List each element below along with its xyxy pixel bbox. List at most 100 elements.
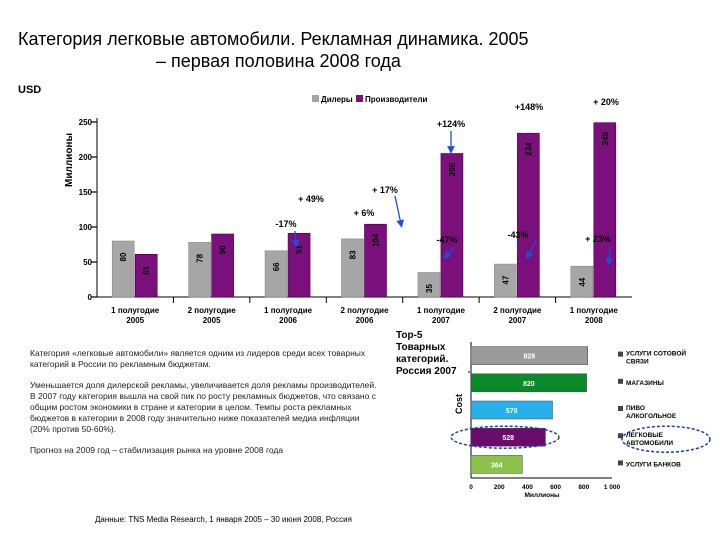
bar-dealers xyxy=(417,272,441,298)
bar-dealers xyxy=(188,242,211,298)
top5-value-label: 828 xyxy=(524,354,536,361)
x-tick-label: 1 полугодие xyxy=(570,306,619,315)
top5-value-label: 364 xyxy=(491,462,503,469)
x-tick-label: 2 полугодие xyxy=(493,306,542,315)
bar-dealers xyxy=(111,240,135,298)
annotation-arrow xyxy=(526,240,537,260)
x-tick-label: 2 полугодие xyxy=(340,306,389,315)
growth-annotation: -17% xyxy=(275,219,296,229)
x-tick-label-year: 2006 xyxy=(279,316,297,325)
bar-value-label: 104 xyxy=(372,233,381,247)
top5-x-axis-label: Миллионы xyxy=(524,492,560,499)
title-line-2: – первая половина 2008 года xyxy=(156,51,401,71)
top5-x-tick-label: 400 xyxy=(522,484,533,491)
x-tick-label: 2 полугодие xyxy=(188,306,237,315)
growth-annotation: + 20% xyxy=(593,97,619,107)
x-tick-label-year: 2005 xyxy=(126,316,144,325)
x-tick-label-year: 2008 xyxy=(585,316,603,325)
bar-value-label: 249 xyxy=(601,131,610,145)
top5-value-label: 528 xyxy=(502,435,514,442)
top5-category-label: УСЛУГИ БАНКОВ xyxy=(626,461,681,468)
y-tick-label: 250 xyxy=(79,118,93,127)
source-note: Данные: TNS Media Research, 1 января 200… xyxy=(95,515,352,524)
annotation-arrow xyxy=(605,245,614,266)
bar-dealers xyxy=(570,265,594,298)
page-title: Категория легковые автомобили. Рекламная… xyxy=(18,28,578,72)
y-tick-label: 150 xyxy=(79,188,93,197)
bar-value-label: 90 xyxy=(219,245,228,254)
top5-category-label: МАГАЗИНЫ xyxy=(626,380,664,387)
top5-bar xyxy=(470,373,587,393)
bar-value-label: 44 xyxy=(578,277,587,286)
bar-manufacturers xyxy=(593,122,617,298)
bar-value-label: 35 xyxy=(425,284,434,293)
x-tick-label-year: 2007 xyxy=(508,316,526,325)
growth-annotation: + 6% xyxy=(354,208,375,218)
top5-legend-marker xyxy=(618,433,623,439)
top5-bar xyxy=(470,346,588,365)
bar-value-label: 205 xyxy=(448,162,457,176)
y-tick-label: 0 xyxy=(88,293,93,302)
y-tick-label: 100 xyxy=(79,223,93,232)
growth-annotation: + 23% xyxy=(585,234,611,244)
bar-value-label: 61 xyxy=(142,265,151,274)
bar-manufacturers xyxy=(134,254,158,298)
bar-value-label: 66 xyxy=(272,262,281,271)
top5-bar xyxy=(470,455,523,474)
bar-dealers xyxy=(264,250,288,298)
x-tick-label-year: 2007 xyxy=(432,316,450,325)
top5-legend-marker xyxy=(618,351,623,357)
x-tick-label-year: 2005 xyxy=(203,316,221,325)
annotation-arrow xyxy=(291,230,300,248)
growth-annotation: + 49% xyxy=(298,194,324,204)
title-line-1: Категория легковые автомобили. Рекламная… xyxy=(18,29,529,49)
x-tick-label-year: 2006 xyxy=(356,316,374,325)
bar-value-label: 83 xyxy=(349,250,358,259)
y-axis-label: Миллионы xyxy=(64,133,75,187)
annotation-arrow xyxy=(394,195,404,228)
bar-value-label: 234 xyxy=(524,142,533,156)
growth-annotation: +148% xyxy=(515,102,543,112)
bar-value-label: 80 xyxy=(119,252,128,261)
description-paragraph-1: Категория «легковые автомобили» является… xyxy=(30,348,366,369)
bar-dealers xyxy=(494,263,517,298)
top5-x-tick-label: 800 xyxy=(578,484,589,491)
top5-category-label-2: СВЯЗИ xyxy=(626,359,649,366)
top5-value-label: 820 xyxy=(523,381,535,388)
top5-category-label: ПИВО xyxy=(626,405,645,412)
legend-label-manufacturers: Производители xyxy=(365,95,427,104)
x-tick-label: 1 полугодие xyxy=(264,306,313,315)
top5-y-axis-label: Cost xyxy=(454,394,464,414)
x-tick-label: 1 полугодие xyxy=(417,306,466,315)
top5-category-label-2: АВТОМОБИЛИ xyxy=(626,440,673,447)
bar-value-label: 78 xyxy=(196,253,205,262)
bar-manufacturers xyxy=(287,233,311,298)
top5-x-tick-label: 1 000 xyxy=(604,484,621,491)
bar-manufacturers xyxy=(517,132,540,298)
top5-x-tick-label: 600 xyxy=(550,484,561,491)
top5-title: Top-5 Товарных категорий. Россия 2007 xyxy=(396,330,457,377)
growth-annotation: +124% xyxy=(437,119,465,129)
top5-bar xyxy=(470,427,546,447)
description-paragraph-2: Уменьшается доля дилерской рекламы, увел… xyxy=(30,380,377,434)
top5-category-label: УСЛУГИ СОТОВОЙ xyxy=(626,349,686,358)
growth-annotation: -47% xyxy=(436,235,457,245)
legend-swatch-manufacturers xyxy=(356,95,363,102)
currency-label: USD xyxy=(18,84,42,96)
annotation-arrow xyxy=(443,246,456,259)
legend-swatch-dealers xyxy=(312,95,319,102)
bar-dealers xyxy=(341,238,364,298)
top5-category-label: ЛЕГКОВЫЕ xyxy=(626,432,664,439)
top5-category-label-2: АЛКОГОЛЬНОЕ xyxy=(626,413,677,420)
top5-legend-marker xyxy=(618,378,623,384)
ad-dynamics-chart: Миллионы 0 50 100 150 200 250 Дилеры Производите… xyxy=(64,95,632,325)
description-text: Категория «легковые автомобили» является… xyxy=(30,348,380,466)
growth-annotation: -43% xyxy=(507,230,528,240)
top5-bar xyxy=(470,400,553,420)
highlight-ellipse-label xyxy=(621,425,711,453)
top5-x-tick-label: 0 xyxy=(469,484,473,491)
description-paragraph-3: Прогноз на 2009 год – стабилизация рынка… xyxy=(30,445,284,455)
top5-value-label: 578 xyxy=(506,408,518,415)
y-tick-label: 200 xyxy=(79,153,93,162)
